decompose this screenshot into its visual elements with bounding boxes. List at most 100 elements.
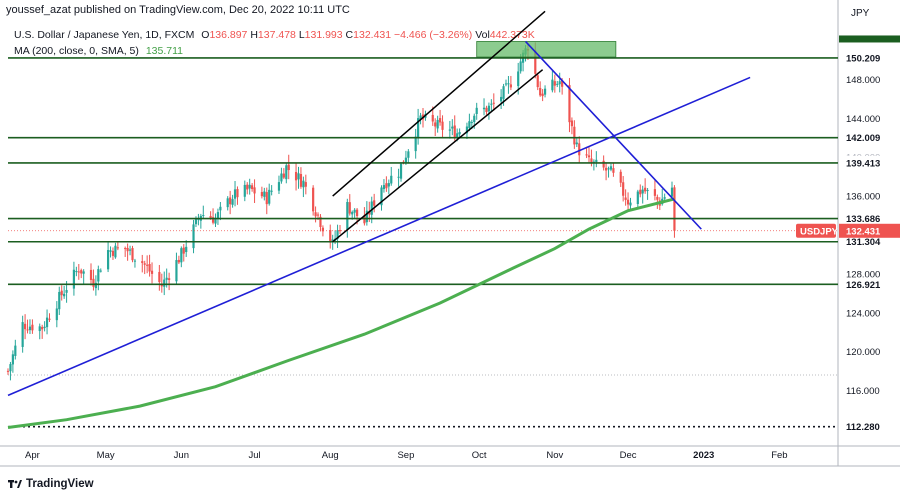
candle-up (72, 261, 76, 296)
candle-body (502, 86, 505, 99)
candle-body (141, 261, 144, 264)
candle-body (302, 180, 305, 188)
candle-body (94, 282, 97, 289)
candle-down (80, 268, 83, 279)
candle-body (270, 190, 273, 192)
candle-body (351, 211, 354, 215)
candle-up (216, 208, 220, 225)
candle-body (504, 83, 508, 85)
candle-body (619, 171, 622, 183)
candle-down (453, 115, 456, 141)
level-label: 131.304 (846, 237, 881, 248)
candle-down (639, 184, 642, 198)
price-tick-label: 116.000 (846, 386, 880, 397)
candle-body (116, 247, 119, 249)
candle-body (133, 260, 137, 262)
candle-down (287, 154, 290, 180)
candle-up (109, 246, 112, 258)
candle-down (644, 178, 647, 194)
candle-down (619, 169, 622, 187)
candle-up (192, 219, 195, 254)
candle-body (38, 326, 41, 332)
candle-body (268, 189, 271, 204)
candle-body (541, 93, 544, 97)
candle-down (48, 313, 51, 323)
candle-up (163, 271, 166, 296)
candle-body (670, 187, 674, 197)
candle-body (299, 174, 303, 187)
candle-down (485, 105, 488, 115)
candle-body (585, 154, 588, 156)
candle-down (590, 149, 593, 167)
candle-body (587, 155, 591, 158)
price-tick-label: 128.000 (846, 269, 880, 280)
candle-body (622, 182, 625, 196)
candle-down (229, 190, 232, 215)
time-tick-label: Jul (248, 450, 260, 461)
candle-body (468, 121, 471, 129)
candle-body (260, 192, 263, 197)
candle-up (94, 275, 97, 296)
candle-body (9, 364, 12, 372)
candle-down (570, 117, 574, 135)
open-value: 136.897 (209, 29, 248, 41)
candles (6, 42, 676, 381)
candle-body (641, 189, 644, 194)
candle-up (9, 361, 12, 381)
candle-body (500, 96, 503, 102)
candle-body (280, 173, 283, 182)
candle-up (268, 183, 271, 206)
candle-up (202, 205, 205, 219)
candle-body (194, 218, 198, 225)
candle-body (243, 184, 246, 197)
candle-body (353, 209, 356, 213)
candle-body (336, 230, 339, 239)
candle-up (114, 242, 117, 259)
candle-up (556, 80, 559, 88)
candle-body (329, 230, 332, 243)
candle-up (646, 188, 649, 200)
channel-line (332, 10, 546, 197)
candle-down (31, 319, 34, 334)
candle-down (604, 162, 608, 181)
candle-up (14, 339, 17, 360)
candle-body (373, 200, 376, 206)
candle-down (148, 254, 151, 277)
candle-body (629, 202, 632, 206)
candle-down (111, 247, 115, 260)
publisher-line: youssef_azat published on TradingView.co… (6, 4, 350, 16)
candle-body (106, 250, 110, 270)
candle-body (519, 61, 522, 72)
ma-label: MA (200, close, 0, SMA, 5) (14, 45, 139, 57)
ma-200-line (7, 197, 675, 429)
candle-down (158, 264, 161, 291)
candle-body (65, 289, 68, 293)
price-tick-label: 136.000 (846, 192, 880, 203)
candle-body (607, 168, 610, 170)
candle-body (304, 182, 307, 187)
candle-body (80, 270, 83, 274)
candle-body (390, 175, 393, 184)
candle-down (314, 206, 317, 223)
candle-body (63, 293, 66, 297)
candle-down (177, 255, 180, 265)
candle-up (270, 185, 273, 196)
candle-body (365, 210, 368, 223)
candle-body (543, 88, 547, 95)
close-label: C (345, 29, 354, 41)
zone-label-bg (839, 35, 900, 43)
candle-body (209, 216, 212, 219)
candle-down (509, 75, 512, 91)
candle-body (219, 206, 222, 211)
candle-body (277, 182, 281, 191)
candle-body (211, 217, 215, 223)
candle-up (458, 128, 461, 138)
candle-down (321, 225, 325, 237)
candle-body (570, 120, 574, 127)
time-tick-label: Feb (771, 450, 787, 461)
candle-body (158, 271, 161, 283)
candle-down (41, 324, 44, 339)
candle-body (626, 199, 630, 205)
high-label: H (250, 29, 258, 41)
